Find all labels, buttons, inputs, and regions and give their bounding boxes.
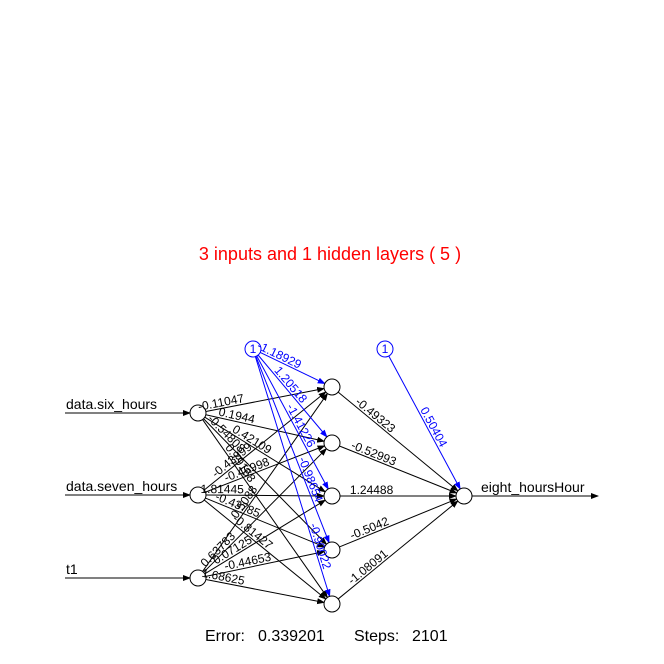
hidden-node-1: [323, 434, 341, 452]
edge-hidden3-output: [339, 498, 458, 548]
edge-hidden4-output: [337, 500, 459, 600]
edge-input1-hidden2: [205, 492, 326, 499]
edge-hidden1-output: [339, 445, 458, 494]
edge-input2-hidden0: [202, 392, 328, 572]
weight-bias-output: 0.50404: [417, 405, 450, 450]
input-label-0: data.six_hours: [66, 396, 157, 412]
hidden-node-2: [323, 487, 341, 505]
hidden-node-4: [323, 595, 341, 613]
edge-input1-hidden1: [205, 445, 326, 493]
weight-bias-hidden2: -1.41226: [284, 401, 319, 450]
edge-bias-hidden0: [259, 352, 326, 384]
input-node-1: [189, 486, 207, 504]
edge-input0-hidden3: [203, 418, 328, 545]
edge-bias-hidden2: [256, 355, 329, 490]
weight-hidden0-output: -0.49323: [353, 395, 399, 436]
edge-input1-hidden3: [205, 497, 326, 548]
output-bias-node-label: 1: [382, 342, 389, 356]
edge-input2-hidden4: [205, 579, 326, 605]
edge-input1-hidden4: [203, 499, 327, 600]
weight-hidden4-output: -1.08091: [345, 546, 391, 587]
edge-input0-hidden2: [204, 416, 327, 493]
edge-bias-hidden4: [254, 356, 331, 598]
output-label: eight_hoursHour: [481, 479, 585, 495]
diagram-title: 3 inputs and 1 hidden layers ( 5 ): [199, 244, 461, 264]
footer-steps-label: Steps:: [354, 628, 399, 645]
edge-input2-hidden1: [203, 447, 328, 573]
output-node: [455, 487, 473, 505]
weight-bias-hidden3: -0.98654: [296, 455, 326, 505]
footer-error-value: 0.339201: [258, 628, 325, 645]
edges-layer: [65, 352, 599, 605]
hidden-node-0: [323, 378, 341, 396]
edge-input2-hidden2: [204, 499, 327, 575]
input-node-2: [189, 569, 207, 587]
weight-input1-hidden2: 1.81445: [200, 482, 244, 496]
hidden-bias-node-label: 1: [250, 342, 257, 356]
edge-input1-hidden0: [203, 391, 327, 491]
weight-hidden1-output: -0.52993: [349, 438, 398, 469]
edge-input0-hidden4: [202, 419, 328, 599]
edge-bias-output: [388, 355, 461, 490]
footer-error-label: Error:: [205, 628, 245, 645]
labels-layer: data.six_hours data.seven_hours t1 eight_ho…: [66, 338, 585, 587]
input-label-2: t1: [66, 561, 78, 577]
edge-bias-hidden1: [257, 354, 328, 438]
edge-hidden0-output: [337, 391, 459, 492]
weight-bias-hidden1: 1.20518: [271, 364, 310, 406]
edge-input2-hidden3: [205, 550, 326, 577]
hidden-bias-node: [244, 340, 262, 358]
footer-steps-value: 2101: [412, 628, 448, 645]
edge-input0-hidden1: [205, 414, 326, 443]
input-label-1: data.seven_hours: [66, 478, 177, 494]
edge-input0-hidden0: [205, 386, 326, 412]
weight-hidden3-output: -0.5042: [348, 514, 391, 542]
hidden-node-3: [323, 541, 341, 559]
input-node-0: [189, 404, 207, 422]
edge-bias-hidden3: [255, 356, 330, 544]
weight-hidden2-output: 1.24488: [350, 483, 394, 497]
output-bias-node: [376, 340, 394, 358]
